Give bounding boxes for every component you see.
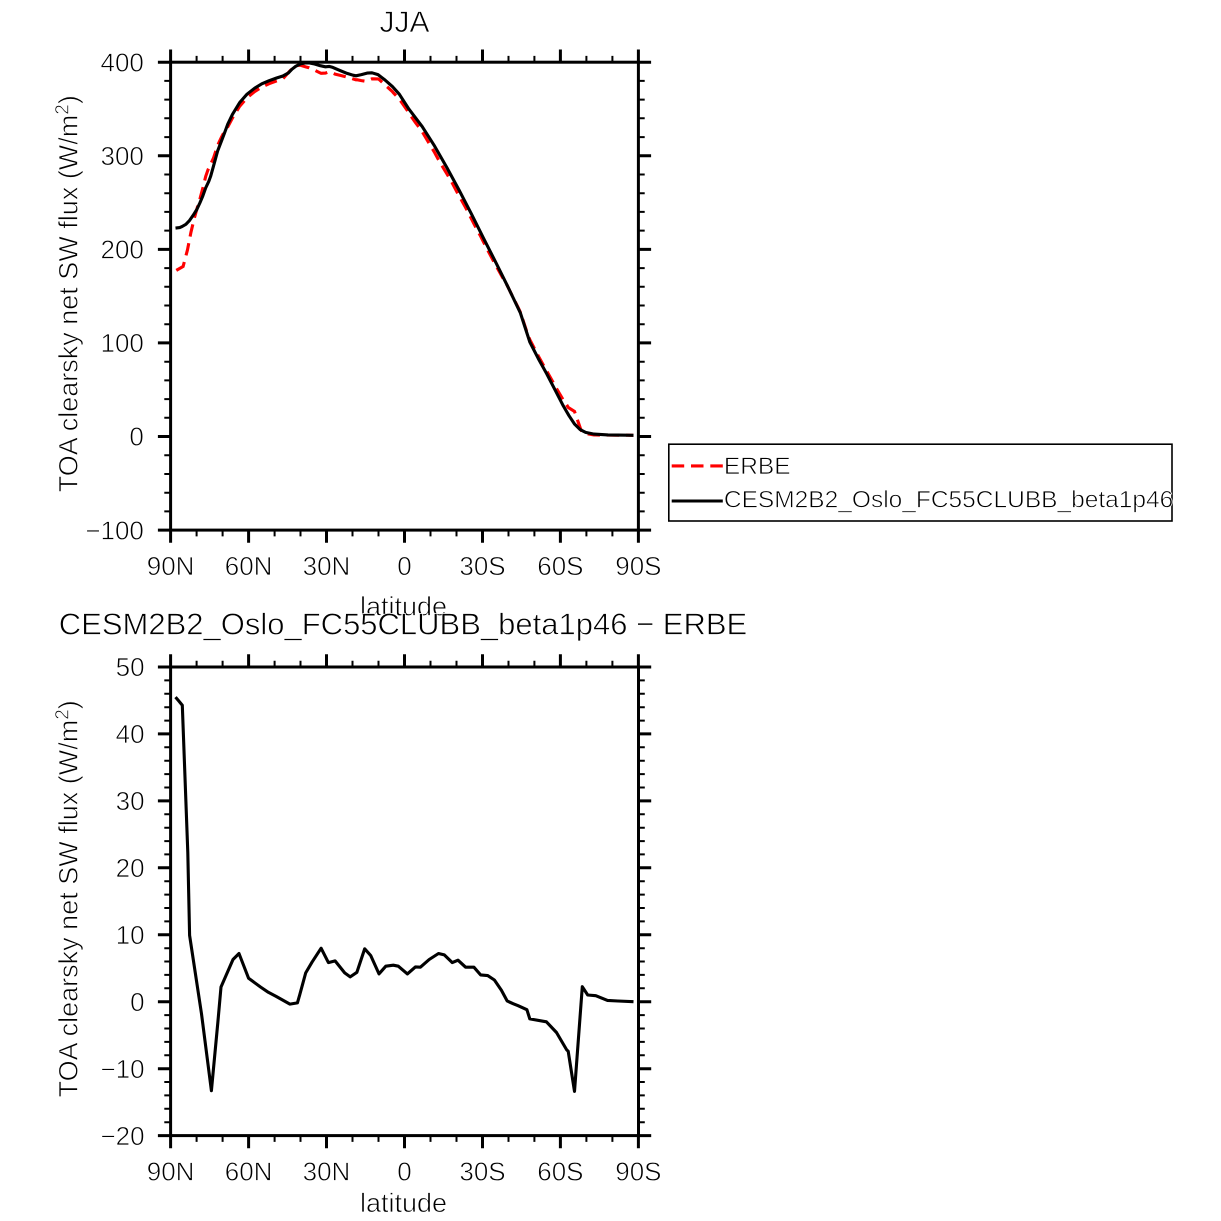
svg-text:−100: −100: [85, 515, 144, 545]
svg-text:latitude: latitude: [360, 1188, 447, 1218]
svg-text:30: 30: [116, 786, 145, 816]
svg-text:20: 20: [116, 853, 145, 883]
svg-text:200: 200: [101, 235, 144, 265]
svg-text:0: 0: [130, 987, 144, 1017]
svg-text:300: 300: [101, 141, 144, 171]
svg-text:30S: 30S: [459, 551, 505, 581]
svg-text:90N: 90N: [147, 551, 195, 581]
svg-text:−10: −10: [100, 1054, 144, 1084]
svg-text:0: 0: [397, 1156, 411, 1186]
svg-text:60S: 60S: [537, 1156, 583, 1186]
svg-text:90S: 90S: [615, 551, 661, 581]
svg-text:400: 400: [101, 47, 144, 77]
svg-text:60S: 60S: [537, 551, 583, 581]
svg-text:JJA: JJA: [379, 6, 429, 39]
svg-text:60N: 60N: [225, 1156, 273, 1186]
svg-text:TOA clearsky net SW flux (W/m2: TOA clearsky net SW flux (W/m2): [53, 700, 84, 1097]
svg-text:30S: 30S: [459, 1156, 505, 1186]
svg-text:0: 0: [397, 551, 411, 581]
svg-text:10: 10: [116, 920, 145, 950]
svg-text:50: 50: [116, 652, 145, 682]
svg-text:0: 0: [129, 422, 143, 452]
svg-text:60N: 60N: [225, 551, 273, 581]
svg-text:90S: 90S: [615, 1156, 661, 1186]
svg-text:90N: 90N: [147, 1156, 195, 1186]
svg-text:TOA clearsky net SW flux (W/m2: TOA clearsky net SW flux (W/m2): [53, 95, 84, 492]
svg-text:latitude: latitude: [360, 592, 447, 622]
svg-text:30N: 30N: [303, 1156, 351, 1186]
svg-text:100: 100: [101, 328, 144, 358]
svg-text:30N: 30N: [303, 551, 351, 581]
svg-text:ERBE: ERBE: [724, 453, 791, 480]
svg-text:40: 40: [116, 719, 145, 749]
svg-text:−20: −20: [100, 1121, 144, 1151]
svg-text:CESM2B2_Oslo_FC55CLUBB_beta1p4: CESM2B2_Oslo_FC55CLUBB_beta1p46: [724, 486, 1173, 513]
svg-text:CESM2B2_Oslo_FC55CLUBB_beta1p4: CESM2B2_Oslo_FC55CLUBB_beta1p46 − ERBE: [59, 607, 747, 642]
